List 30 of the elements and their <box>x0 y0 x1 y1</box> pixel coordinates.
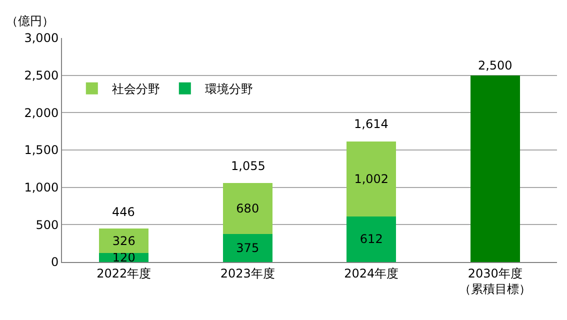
y-tick-label: 1,000 <box>24 180 59 195</box>
legend-label: 社会分野 <box>112 82 160 96</box>
y-tick-label: 2,500 <box>24 68 59 83</box>
total-label: 446 <box>112 205 135 219</box>
data-label: 326 <box>112 234 136 248</box>
bar <box>470 75 520 262</box>
y-tick-label: 0 <box>50 255 59 270</box>
y-tick-label: 3,000 <box>24 31 59 46</box>
y-tick-label: 1,500 <box>24 143 59 158</box>
data-label: 1,002 <box>354 172 389 186</box>
x-tick-label: 2024年度 <box>344 266 399 280</box>
bar <box>222 183 272 234</box>
x-tick-label: 2030年度（累積目標） <box>459 266 532 296</box>
data-label: 680 <box>236 202 260 216</box>
x-tick-label: 2022年度 <box>96 266 152 280</box>
total-label: 1,614 <box>354 117 388 131</box>
bar <box>346 216 396 262</box>
bar <box>99 228 149 254</box>
y-tick-label: 500 <box>36 218 59 232</box>
legend-label: 環境分野 <box>204 82 253 96</box>
x-tick-label: 2023年度 <box>220 266 275 280</box>
data-label: 2,500 <box>478 58 512 72</box>
data-label: 120 <box>112 250 136 265</box>
y-tick-label: 2,000 <box>24 106 59 120</box>
total-label: 1,055 <box>231 159 266 173</box>
data-label: 612 <box>360 232 383 246</box>
data-label: 375 <box>236 241 260 255</box>
y-axis-title: （億円） <box>6 14 54 28</box>
bar <box>346 141 396 216</box>
bar <box>222 234 272 262</box>
